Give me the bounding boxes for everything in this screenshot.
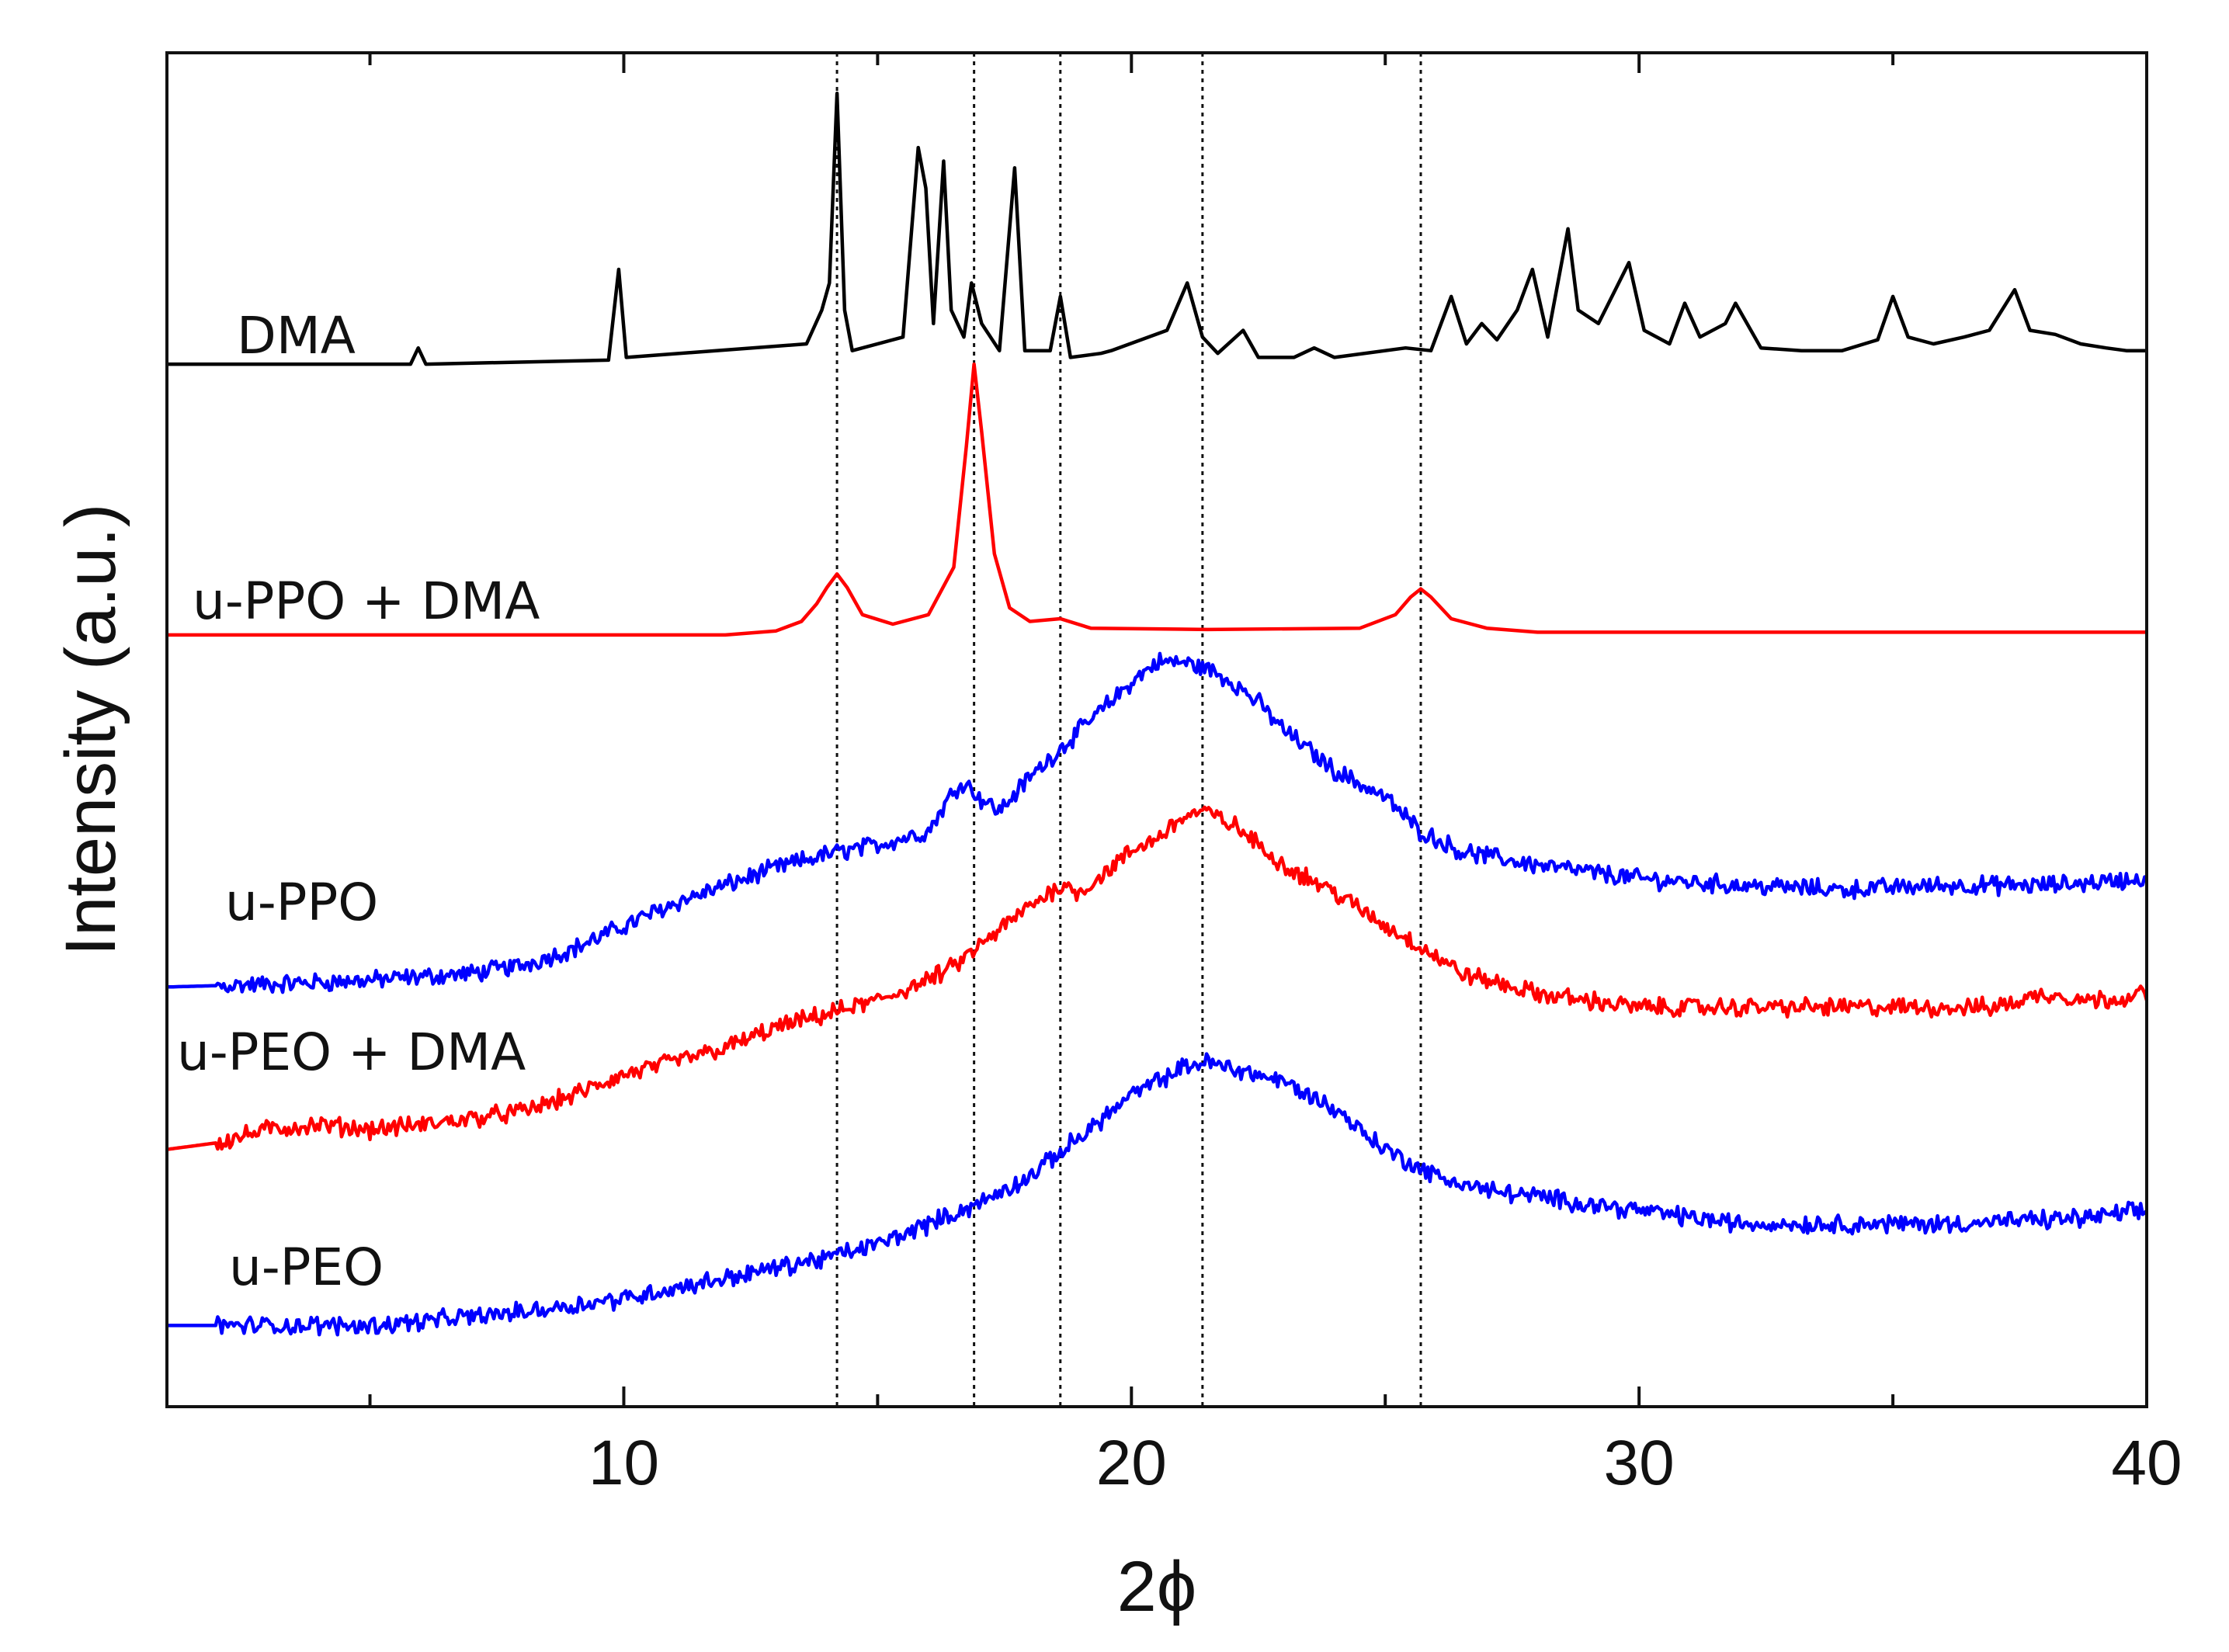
series-layer — [166, 92, 2149, 1337]
y-axis-label: Intensity (a.u.) — [51, 504, 130, 956]
series-label: u-PPO — [225, 873, 378, 932]
series-label: DMA — [237, 306, 356, 366]
x-axis-label: 2ϕ — [1117, 1547, 1197, 1626]
series-line-u-ppo-dma — [167, 362, 2147, 637]
x-tick-labels: 10 20 30 40 — [588, 1428, 2182, 1498]
series-label: u-PEO — [229, 1237, 384, 1297]
x-tick-label: 10 — [588, 1428, 659, 1498]
series-line-u-ppo — [166, 651, 2148, 994]
x-tick-label: 40 — [2111, 1428, 2182, 1498]
series-label: u-PEO + DMA — [177, 1022, 526, 1082]
x-tick-label: 20 — [1096, 1428, 1167, 1498]
plot-frame — [165, 51, 2148, 1408]
series-line-dma — [167, 92, 2147, 366]
reference-lines — [835, 53, 1422, 1407]
x-tick-label: 30 — [1604, 1428, 1675, 1498]
series-line-u-peo — [167, 1052, 2148, 1337]
series-line-u-peo-dma — [166, 805, 2149, 1151]
series-label: u-PPO + DMA — [193, 571, 540, 631]
axis-ticks — [368, 53, 2148, 1407]
series-labels: DMA u-PPO + DMA u-PPO u-PEO + DMA u-PEO — [177, 306, 540, 1297]
